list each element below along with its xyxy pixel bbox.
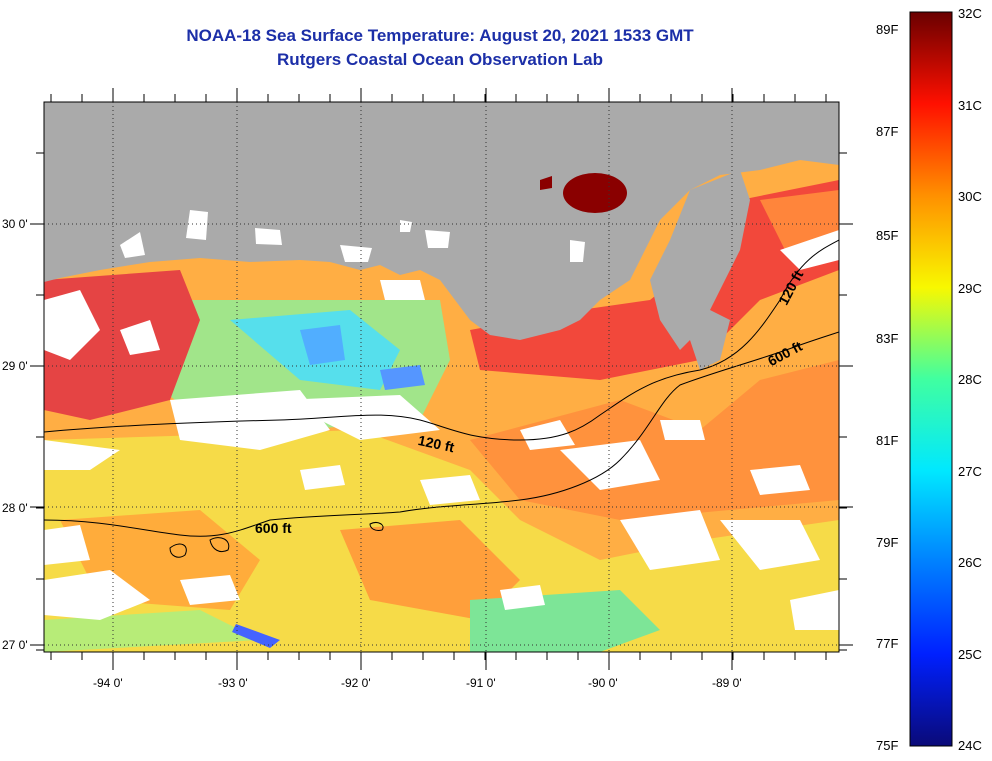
colorbar-celsius-label: 28C — [958, 372, 982, 387]
colorbar-fahrenheit-label: 75F — [876, 738, 899, 753]
lake-hot — [563, 173, 627, 213]
land-delta — [650, 170, 750, 350]
colorbar-fahrenheit-label: 79F — [876, 535, 899, 550]
map-plot-area — [44, 102, 839, 652]
colorbar-celsius-label: 29C — [958, 280, 982, 296]
colorbar-fahrenheit-label: 87F — [876, 124, 899, 139]
plot-frame — [43, 101, 840, 653]
lat-label-27: 27 0' — [2, 638, 28, 652]
colorbar-fahrenheit-label: 85F — [876, 228, 899, 243]
colorbar-celsius-label: 31C — [958, 97, 982, 113]
axis-ticks — [30, 88, 853, 670]
contour-label: 600 ft — [255, 520, 292, 536]
isobaths — [44, 239, 839, 558]
lat-label-28: 28 0' — [2, 501, 28, 515]
colorbar-fahrenheit-label: 89F — [876, 22, 899, 37]
lake-hot-small — [540, 176, 552, 190]
lon-label-89: -89 0' — [712, 676, 742, 690]
land-delta-tip — [690, 300, 730, 370]
graticule — [44, 102, 839, 652]
lat-label-29: 29 0' — [2, 359, 28, 373]
isobath-600ft — [44, 331, 839, 537]
colorbar-fahrenheit-label: 81F — [876, 433, 899, 448]
colorbar-celsius-label: 27C — [958, 463, 982, 479]
lon-label-91: -91 0' — [466, 676, 496, 690]
colorbar-celsius-label: 26C — [958, 555, 982, 570]
colorbar-celsius-label: 32C — [958, 6, 982, 21]
lon-label-90: -90 0' — [588, 676, 618, 690]
colorbar — [909, 11, 953, 747]
colorbar-fahrenheit-label: 77F — [876, 636, 899, 651]
colorbar-gradient — [909, 11, 953, 747]
lat-label-30: 30 0' — [2, 217, 28, 231]
lon-label-93: -93 0' — [218, 676, 248, 690]
colorbar-celsius-label: 25C — [958, 646, 982, 662]
colorbar-fahrenheit-label: 83F — [876, 331, 899, 346]
lon-label-92: -92 0' — [341, 676, 371, 690]
title-line-1: NOAA-18 Sea Surface Temperature: August … — [186, 26, 694, 45]
lon-label-94: -94 0' — [93, 676, 123, 690]
isobath-120ft — [44, 239, 839, 441]
colorbar-celsius-label: 30C — [958, 189, 982, 204]
land-mass — [44, 102, 839, 340]
colorbar-celsius-label: 24C — [958, 738, 982, 753]
title-line-2: Rutgers Coastal Ocean Observation Lab — [277, 50, 603, 69]
land-cloud — [120, 210, 585, 262]
